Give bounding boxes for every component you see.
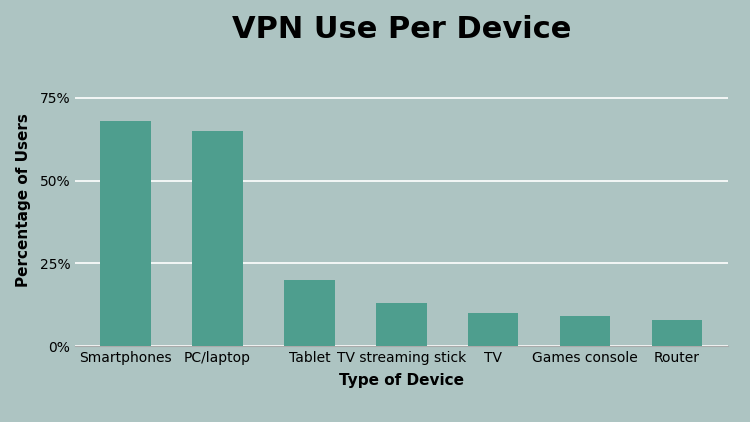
Y-axis label: Percentage of Users: Percentage of Users	[16, 114, 32, 287]
Bar	[560, 316, 610, 346]
Bar	[284, 280, 334, 346]
Bar	[468, 313, 518, 346]
Bar	[376, 303, 427, 346]
Bar	[652, 319, 702, 346]
X-axis label: Type of Device: Type of Device	[339, 373, 464, 388]
Bar	[100, 121, 151, 346]
Bar	[192, 131, 243, 346]
Title: VPN Use Per Device: VPN Use Per Device	[232, 15, 571, 44]
